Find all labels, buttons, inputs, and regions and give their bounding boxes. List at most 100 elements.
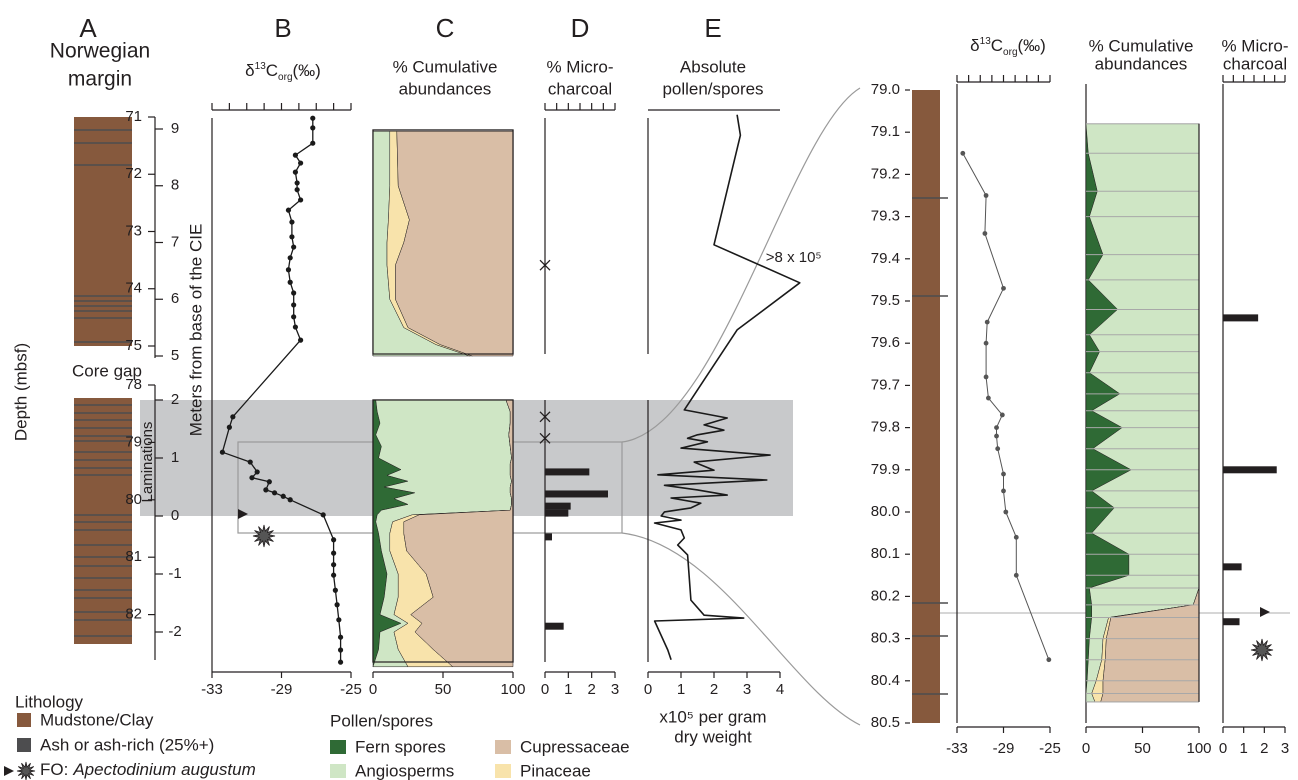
data-point — [1014, 535, 1019, 540]
data-point — [1001, 489, 1006, 494]
x-axis-label: % Micro- — [546, 57, 613, 76]
data-point — [248, 459, 253, 464]
bar — [1223, 466, 1277, 473]
site-name: margin — [68, 68, 132, 91]
y-tick-label: 80.0 — [871, 503, 900, 520]
legend-label: Mudstone/Clay — [40, 710, 154, 729]
x-tick-label: 0 — [369, 681, 377, 698]
fo-cyst — [253, 525, 275, 547]
y2-tick-label: 8 — [171, 177, 179, 194]
y-tick-label: 73 — [125, 222, 142, 239]
litho-column — [74, 398, 132, 644]
y-tick-label: 78 — [125, 376, 142, 393]
data-point — [983, 231, 988, 236]
y-tick-label: 74 — [125, 280, 142, 297]
data-point — [335, 602, 340, 607]
bar — [545, 468, 589, 475]
bar — [545, 490, 608, 497]
label-part: (‰) — [1018, 36, 1046, 55]
x-axis-label: δ13Corg(‰) — [970, 36, 1046, 58]
x-tick-label: -33 — [946, 740, 968, 757]
x-axis-label: Absolute — [680, 57, 746, 76]
y2-tick-label: 1 — [171, 449, 179, 466]
x-tick-label: 100 — [1186, 740, 1211, 757]
data-point — [960, 151, 965, 156]
y-tick-label: 79.8 — [871, 419, 900, 436]
data-point — [288, 497, 293, 502]
y-tick-label: 79.9 — [871, 461, 900, 478]
data-point — [291, 244, 296, 249]
data-point — [338, 635, 343, 640]
data-point — [298, 160, 303, 165]
legend-swatch — [17, 738, 31, 752]
zoom-connector — [622, 88, 860, 442]
data-point — [263, 487, 268, 492]
data-point — [267, 479, 272, 484]
x-axis-label: % Micro- — [1221, 36, 1288, 55]
bar — [1223, 314, 1258, 321]
bar — [545, 533, 552, 540]
data-point — [289, 219, 294, 224]
y-tick-label: 75 — [125, 337, 142, 354]
panel-letter: C — [436, 13, 455, 43]
data-point — [985, 320, 990, 325]
data-point — [288, 255, 293, 260]
y2-tick-label: 2 — [171, 391, 179, 408]
legend-label: Ash or ash-rich (25%+) — [40, 735, 214, 754]
y2-axis-label: Meters from base of the CIE — [186, 224, 205, 437]
x-tick-label: 2 — [710, 681, 718, 698]
fo-cyst — [1251, 639, 1273, 661]
y-tick-label: 79.2 — [871, 165, 900, 182]
y-tick-label: 80.1 — [871, 545, 900, 562]
x-tick-label: -25 — [340, 681, 362, 698]
y-tick-label: 79.5 — [871, 292, 900, 309]
label-part: δ — [245, 61, 254, 80]
y2-tick-label: 5 — [171, 347, 179, 364]
legend-swatch — [330, 740, 346, 754]
legend-label: Fern spores — [355, 737, 446, 756]
data-point — [994, 425, 999, 430]
label-part: (‰) — [293, 61, 321, 80]
x-unit-label: dry weight — [674, 727, 752, 746]
stacked-area — [395, 131, 513, 356]
y2-tick-label: 0 — [171, 507, 179, 524]
data-point — [286, 208, 291, 213]
data-point — [298, 338, 303, 343]
data-point — [293, 170, 298, 175]
data-point — [291, 302, 296, 307]
label-part: 13 — [980, 36, 992, 47]
x-tick-label: 3 — [611, 681, 619, 698]
label-part: 13 — [255, 61, 267, 72]
data-point — [1001, 286, 1006, 291]
data-point — [984, 193, 989, 198]
data-point — [255, 469, 260, 474]
label-part: C — [266, 61, 278, 80]
y-tick-label: 82 — [125, 606, 142, 623]
data-point — [331, 551, 336, 556]
panel-letter: B — [274, 13, 291, 43]
x-tick-label: -25 — [1039, 740, 1061, 757]
data-point — [984, 341, 989, 346]
x-tick-label: 1 — [564, 681, 572, 698]
data-point — [995, 446, 1000, 451]
bar — [1223, 618, 1240, 625]
x-tick-label: 50 — [435, 681, 452, 698]
y-tick-label: 80.4 — [871, 672, 900, 689]
label-part: org — [278, 72, 292, 83]
y-tick-label: 79.7 — [871, 376, 900, 393]
bar — [545, 503, 571, 510]
label-part: Apectodinium augustum — [72, 760, 255, 779]
y2-tick-label: -1 — [168, 565, 181, 582]
y-tick-label: 79.6 — [871, 334, 900, 351]
label-part: org — [1003, 47, 1017, 58]
y-tick-label: 71 — [125, 108, 142, 125]
y-tick-label: 80.2 — [871, 587, 900, 604]
data-point — [293, 324, 298, 329]
y2-tick-label: -2 — [168, 623, 181, 640]
y-axis-label: Depth (mbsf) — [11, 343, 30, 441]
bar — [545, 623, 564, 630]
data-point — [288, 280, 293, 285]
data-point — [331, 562, 336, 567]
y-tick-label: 80.5 — [871, 714, 900, 731]
x-tick-label: 0 — [644, 681, 652, 698]
